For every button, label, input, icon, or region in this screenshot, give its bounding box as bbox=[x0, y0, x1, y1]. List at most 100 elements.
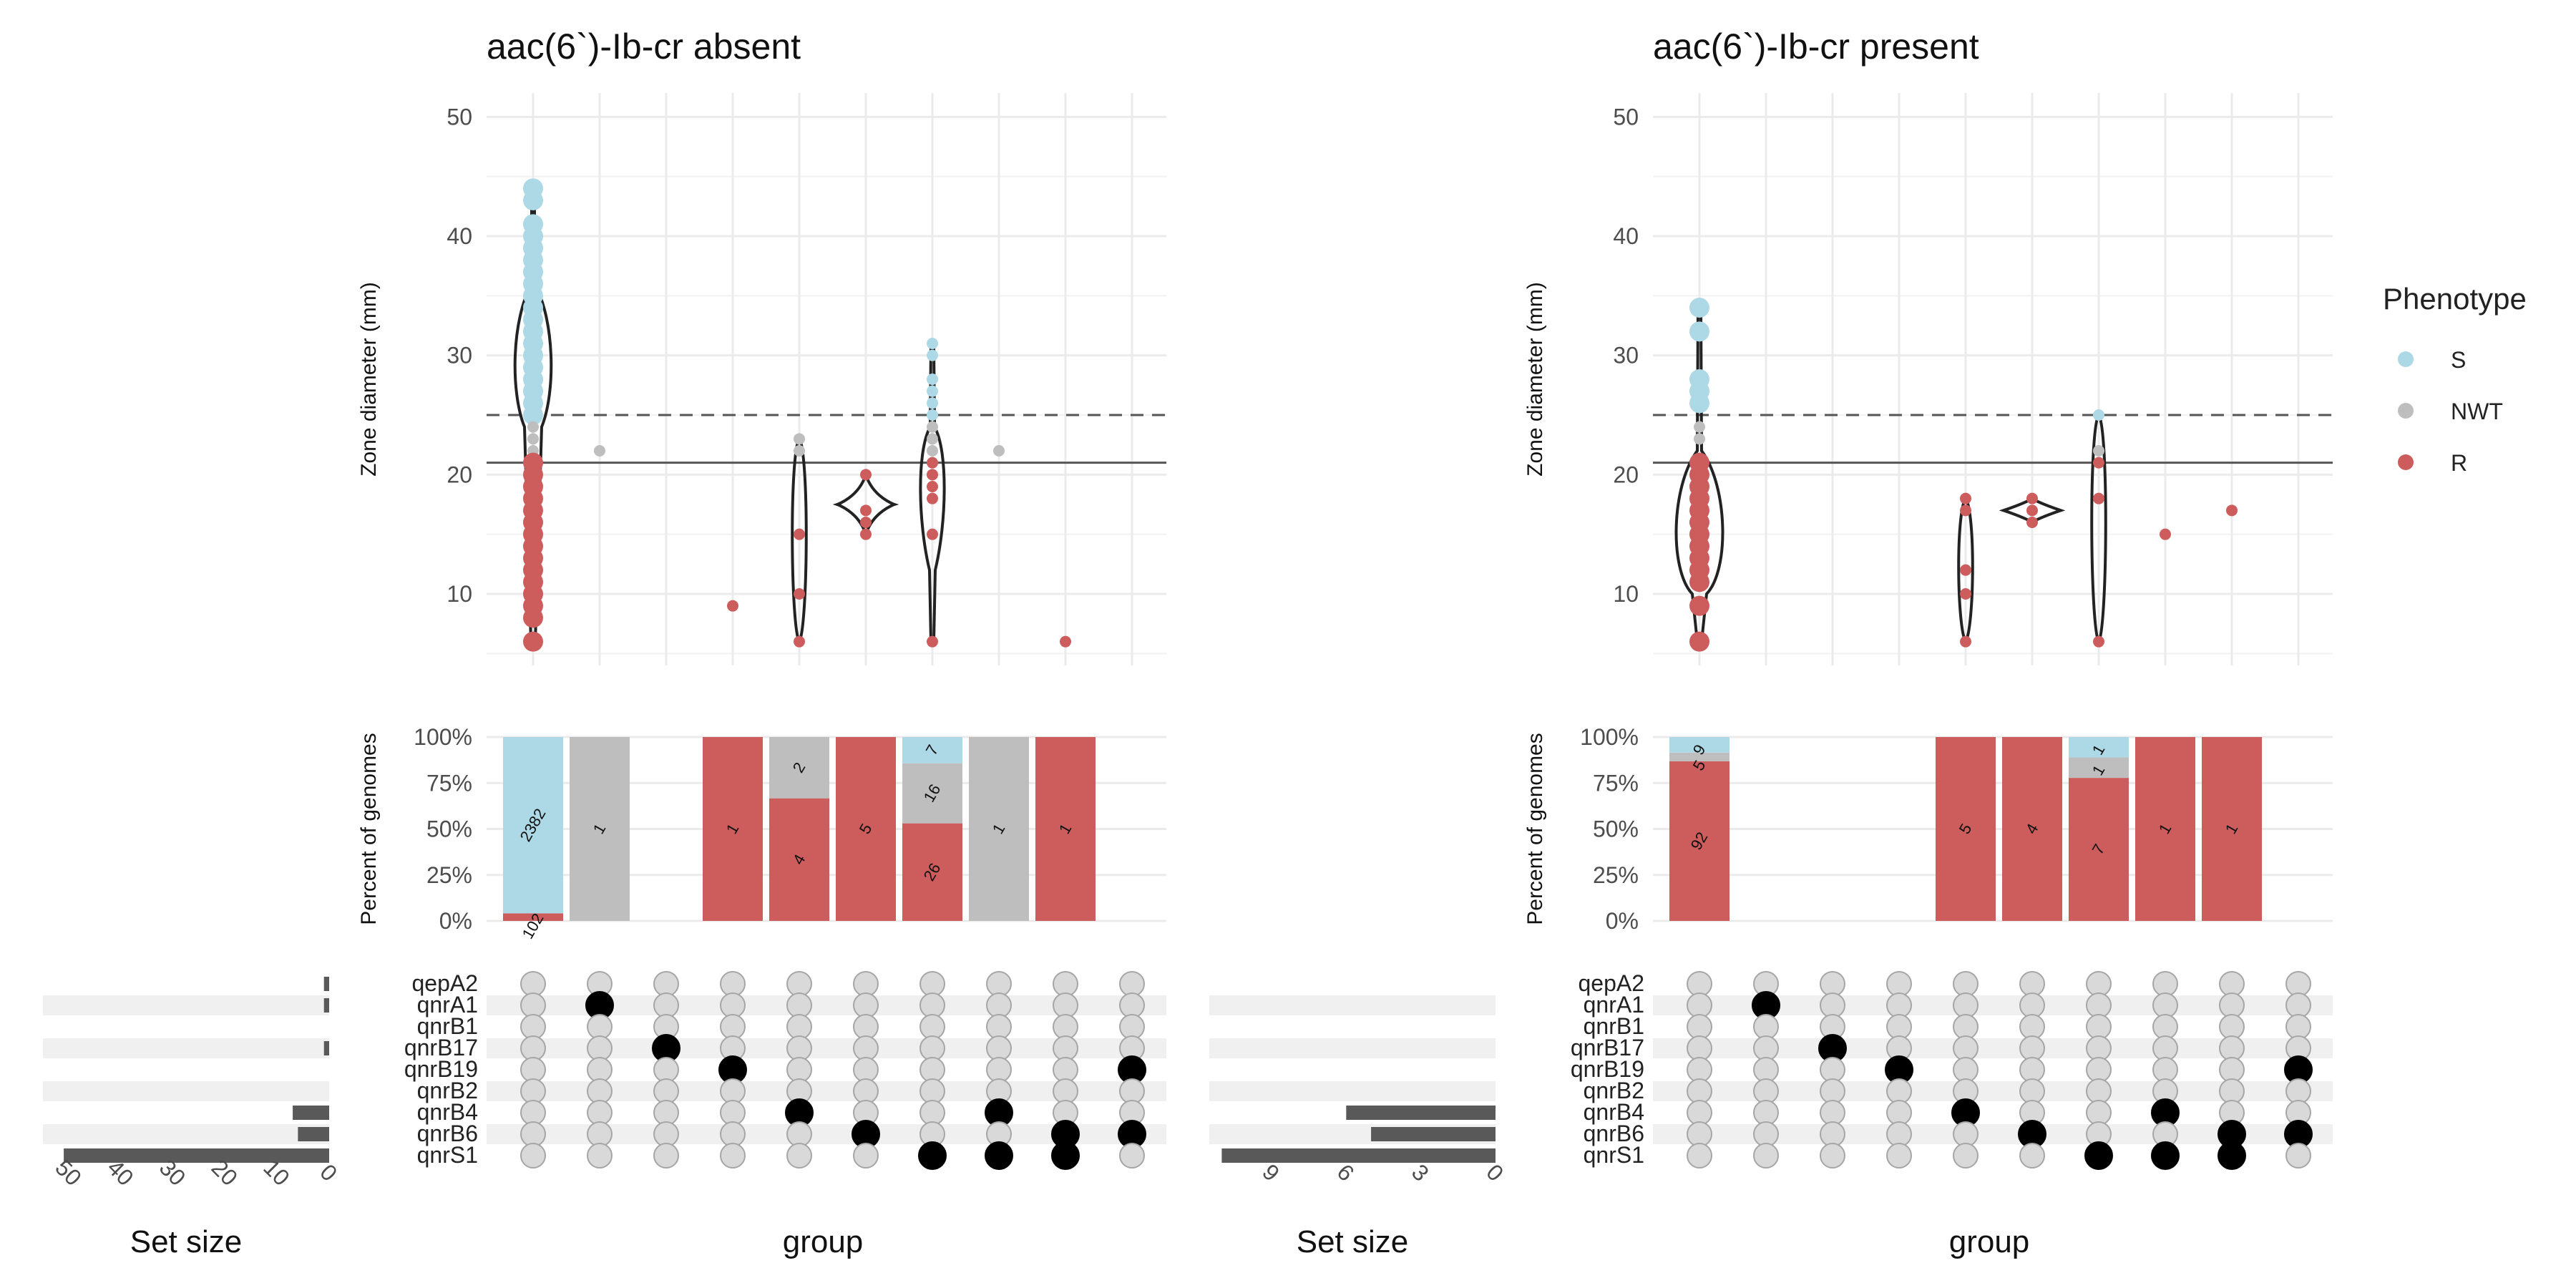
matrix-dot-empty bbox=[919, 1078, 945, 1104]
percent-axis-label: Percent of genomes bbox=[1523, 733, 1547, 925]
percent-bar-segment bbox=[902, 737, 962, 763]
matrix-dot-empty bbox=[2285, 992, 2311, 1018]
matrix-dot-empty bbox=[1053, 992, 1078, 1018]
matrix-dot-empty bbox=[2019, 1143, 2045, 1169]
setsize-bar bbox=[323, 977, 329, 991]
matrix-dot-filled bbox=[918, 1141, 947, 1170]
matrix-dot-empty bbox=[1753, 1078, 1779, 1104]
gene-label: qnrB1 bbox=[417, 1013, 478, 1039]
zone-point bbox=[927, 433, 938, 445]
matrix-dot-empty bbox=[587, 1035, 613, 1061]
matrix-dot-empty bbox=[2086, 1014, 2112, 1040]
zone-point bbox=[1694, 421, 1705, 433]
matrix-dot-empty bbox=[520, 1100, 546, 1126]
percent-tick-label: 100% bbox=[414, 724, 472, 750]
gene-label: qepA2 bbox=[1578, 970, 1644, 996]
matrix-dot-empty bbox=[720, 992, 746, 1018]
gene-label: qnrB1 bbox=[1584, 1013, 1644, 1039]
matrix-dot-empty bbox=[1886, 1121, 1912, 1147]
matrix-dot-empty bbox=[520, 1143, 546, 1169]
matrix-dot-empty bbox=[1886, 1014, 1912, 1040]
matrix-dot-empty bbox=[1886, 992, 1912, 1018]
matrix-dot-empty bbox=[520, 971, 546, 997]
matrix-dot-empty bbox=[587, 1057, 613, 1083]
zone-point bbox=[1960, 635, 1971, 648]
zone-tick-label: 50 bbox=[447, 104, 472, 130]
legend-title: Phenotype bbox=[2383, 282, 2527, 316]
matrix-dot-empty bbox=[587, 1078, 613, 1104]
zone-point bbox=[927, 492, 938, 504]
percent-tick-label: 75% bbox=[1593, 770, 1639, 796]
gene-label: qnrA1 bbox=[1584, 992, 1644, 1018]
matrix-dot-empty bbox=[1753, 1143, 1779, 1169]
setsize-tick-label: 6 bbox=[1332, 1159, 1360, 1186]
zone-grid bbox=[1653, 93, 2333, 665]
matrix-dot-empty bbox=[1053, 1035, 1078, 1061]
zone-point bbox=[927, 385, 938, 397]
matrix-dot-empty bbox=[786, 971, 812, 997]
matrix-dot-empty bbox=[786, 1143, 812, 1169]
zone-point bbox=[2026, 492, 2038, 504]
zone-point bbox=[1960, 564, 1971, 576]
zone-point bbox=[860, 517, 872, 528]
matrix-dot-empty bbox=[919, 1035, 945, 1061]
matrix-dot-empty bbox=[520, 1014, 546, 1040]
matrix-dot-empty bbox=[2086, 1035, 2112, 1061]
percent-bar-segment bbox=[703, 737, 763, 921]
matrix-dot-empty bbox=[2152, 1014, 2178, 1040]
matrix-dot-filled bbox=[985, 1141, 1013, 1170]
zone-point bbox=[2026, 504, 2038, 517]
legend-label-s: S bbox=[2451, 347, 2466, 373]
matrix-dot-empty bbox=[2219, 1057, 2245, 1083]
percent-bar-segment bbox=[836, 737, 896, 921]
matrix-dot-empty bbox=[1886, 1078, 1912, 1104]
percent-bar-segment bbox=[2202, 737, 2262, 921]
setsize-tick-label: 0 bbox=[1481, 1159, 1508, 1186]
zone-point bbox=[2093, 635, 2104, 648]
matrix-dot-empty bbox=[1820, 1121, 1845, 1147]
zone-axis-label: Zone diameter (mm) bbox=[357, 282, 381, 477]
matrix-dot-empty bbox=[2285, 1014, 2311, 1040]
gene-label: qnrS1 bbox=[417, 1142, 478, 1168]
zone-point bbox=[2093, 409, 2104, 421]
matrix-dot-empty bbox=[853, 992, 879, 1018]
zone-point bbox=[794, 588, 805, 600]
zone-point bbox=[1689, 298, 1709, 318]
group-axis-label: group bbox=[1949, 1224, 2030, 1259]
legend-key-nwt bbox=[2398, 403, 2414, 419]
zone-point bbox=[927, 528, 938, 540]
percent-bar-segment bbox=[2069, 778, 2129, 921]
percent-bar-segment bbox=[1669, 737, 1729, 753]
phenotype-legend: Phenotype S NWT R bbox=[2383, 282, 2527, 476]
panel-absent: aac(6`)-Ib-cr absent 10 20 30 40 50 Zone diame… bbox=[43, 26, 1166, 1259]
setsize-stripe bbox=[43, 1038, 329, 1058]
matrix-dot-empty bbox=[1753, 1121, 1779, 1147]
matrix-dot-empty bbox=[587, 1014, 613, 1040]
percent-tick-label: 0% bbox=[439, 908, 472, 934]
matrix-dot-empty bbox=[1753, 1100, 1779, 1126]
gene-label: qnrB4 bbox=[1584, 1099, 1644, 1125]
matrix-dot-empty bbox=[2152, 992, 2178, 1018]
matrix-dot-empty bbox=[786, 1035, 812, 1061]
matrix-dot-empty bbox=[1753, 1014, 1779, 1040]
matrix-dot-empty bbox=[1820, 971, 1845, 997]
percent-bar-segment bbox=[2069, 737, 2129, 758]
gene-label: qnrS1 bbox=[1584, 1142, 1644, 1168]
legend-label-nwt: NWT bbox=[2451, 399, 2503, 424]
matrix-dot-empty bbox=[986, 1057, 1012, 1083]
zone-point bbox=[523, 631, 543, 652]
matrix-dot-empty bbox=[853, 1035, 879, 1061]
matrix-dot-empty bbox=[1053, 971, 1078, 997]
setsize-stripe bbox=[43, 1124, 329, 1144]
matrix-dot-empty bbox=[653, 1057, 679, 1083]
zone-point bbox=[527, 421, 539, 433]
matrix-dot-filled bbox=[2218, 1141, 2246, 1170]
percent-bar-segment bbox=[570, 737, 630, 921]
matrix-dot-empty bbox=[720, 1078, 746, 1104]
matrix-dot-empty bbox=[2019, 1078, 2045, 1104]
matrix-dot-empty bbox=[2285, 1143, 2311, 1169]
zone-point bbox=[2093, 445, 2104, 457]
matrix-dot-empty bbox=[853, 1143, 879, 1169]
matrix-dot-empty bbox=[520, 1035, 546, 1061]
